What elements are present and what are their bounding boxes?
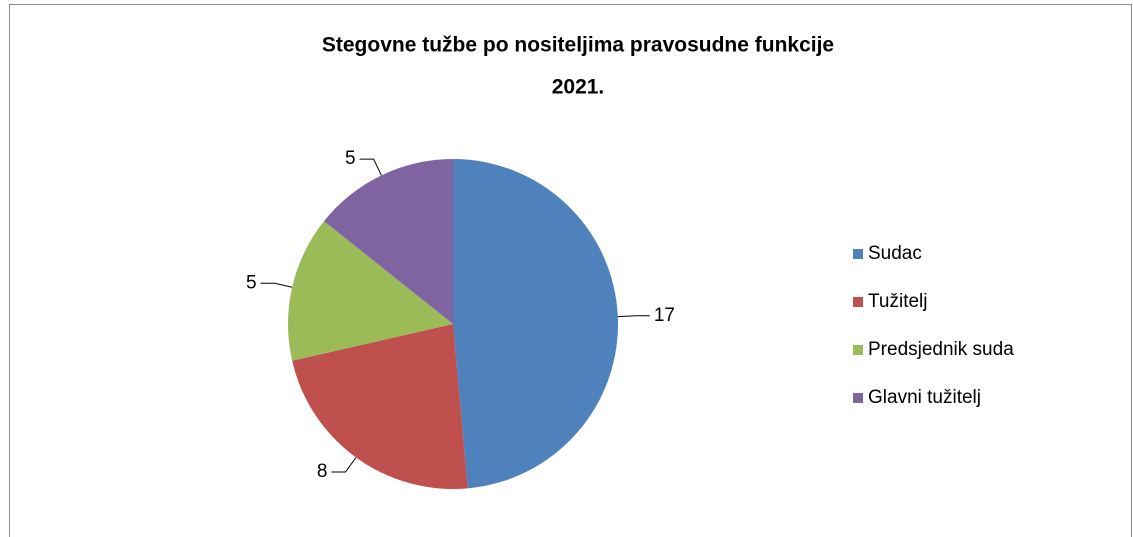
leader-line [260,282,293,288]
legend-label: Tužitelj [868,291,927,312]
data-label: 5 [345,148,356,169]
leader-line [617,315,650,318]
data-label: 17 [654,305,675,326]
leader-line [331,457,357,473]
data-label: 5 [246,272,257,293]
pie-slice [453,159,618,489]
legend-swatch [853,249,863,259]
pie-slice [288,221,453,361]
legend-label: Glavni tužitelj [868,387,981,408]
legend-swatch [853,393,863,403]
chart-title: Stegovne tužbe po nositeljima pravosudne… [322,34,834,57]
data-label: 8 [317,461,328,482]
pie-slice [323,159,453,324]
leader-line [359,158,382,176]
legend-swatch [853,297,863,307]
legend-label: Predsjednik suda [868,339,1014,360]
pie-slice [292,324,468,489]
chart-title: 2021. [552,76,605,99]
legend-swatch [853,345,863,355]
legend-label: Sudac [868,243,922,264]
